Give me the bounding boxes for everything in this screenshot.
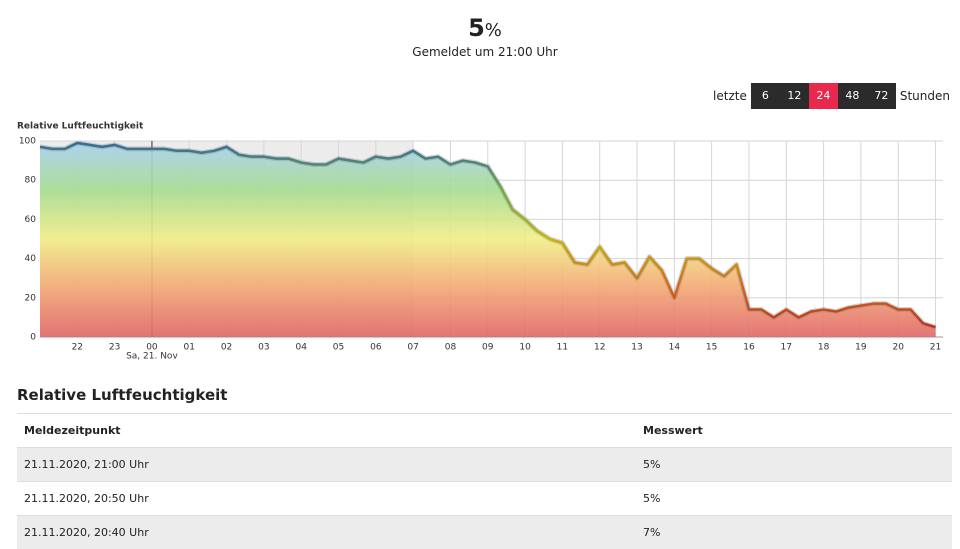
x-tick-label: 23: [109, 343, 120, 353]
column-header: Messwert: [636, 414, 952, 448]
x-tick-label: 02: [221, 343, 232, 353]
y-tick-label: 20: [25, 293, 37, 303]
x-tick-label: 22: [72, 343, 83, 353]
x-tick-label: 10: [519, 343, 531, 353]
x-tick-label: 13: [631, 343, 642, 353]
x-tick-label: 18: [818, 343, 830, 353]
table-cell: 21.11.2020, 21:00 Uhr: [17, 448, 636, 482]
column-header: Meldezeitpunkt: [17, 414, 636, 448]
y-tick-label: 0: [30, 333, 36, 343]
y-tick-label: 80: [25, 176, 37, 186]
table: Meldezeitpunkt Messwert 21.11.2020, 21:0…: [17, 413, 952, 549]
x-tick-label: 12: [594, 343, 605, 353]
x-tick-label: 16: [743, 343, 755, 353]
x-tick-label: 21: [930, 343, 941, 353]
x-tick-label: 05: [333, 343, 344, 353]
x-tick-label: 04: [295, 343, 307, 353]
table-cell: 7%: [636, 516, 952, 549]
x-tick-label: 17: [781, 343, 792, 353]
header-row: Meldezeitpunkt Messwert: [17, 414, 952, 448]
table-cell: 5%: [636, 448, 952, 482]
chart: Relative Luftfeuchtigkeit 02040608010022…: [0, 0, 960, 370]
x-tick-label: 19: [855, 343, 867, 353]
x-tick-label: 20: [892, 343, 904, 353]
table-title: Relative Luftfeuchtigkeit: [17, 386, 227, 404]
y-tick-label: 60: [25, 215, 37, 225]
area: [40, 143, 936, 337]
x-tick-label: 15: [706, 343, 717, 353]
x-tick-label: 03: [258, 343, 269, 353]
x-tick-label: 06: [370, 343, 382, 353]
table-cell: 5%: [636, 482, 952, 516]
x-tick-label: 08: [445, 343, 457, 353]
y-tick-label: 100: [19, 137, 36, 147]
day-label: Sa, 21. Nov: [126, 352, 178, 362]
x-tick-label: 07: [407, 343, 418, 353]
y-tick-label: 40: [25, 254, 37, 264]
table-cell: 21.11.2020, 20:40 Uhr: [17, 516, 636, 549]
x-tick-label: 11: [557, 343, 568, 353]
x-tick-label: 14: [669, 343, 681, 353]
x-tick-label: 09: [482, 343, 494, 353]
x-tick-label: 01: [184, 343, 195, 353]
table-cell: 21.11.2020, 20:50 Uhr: [17, 482, 636, 516]
y-axis-title: Relative Luftfeuchtigkeit: [17, 122, 144, 132]
